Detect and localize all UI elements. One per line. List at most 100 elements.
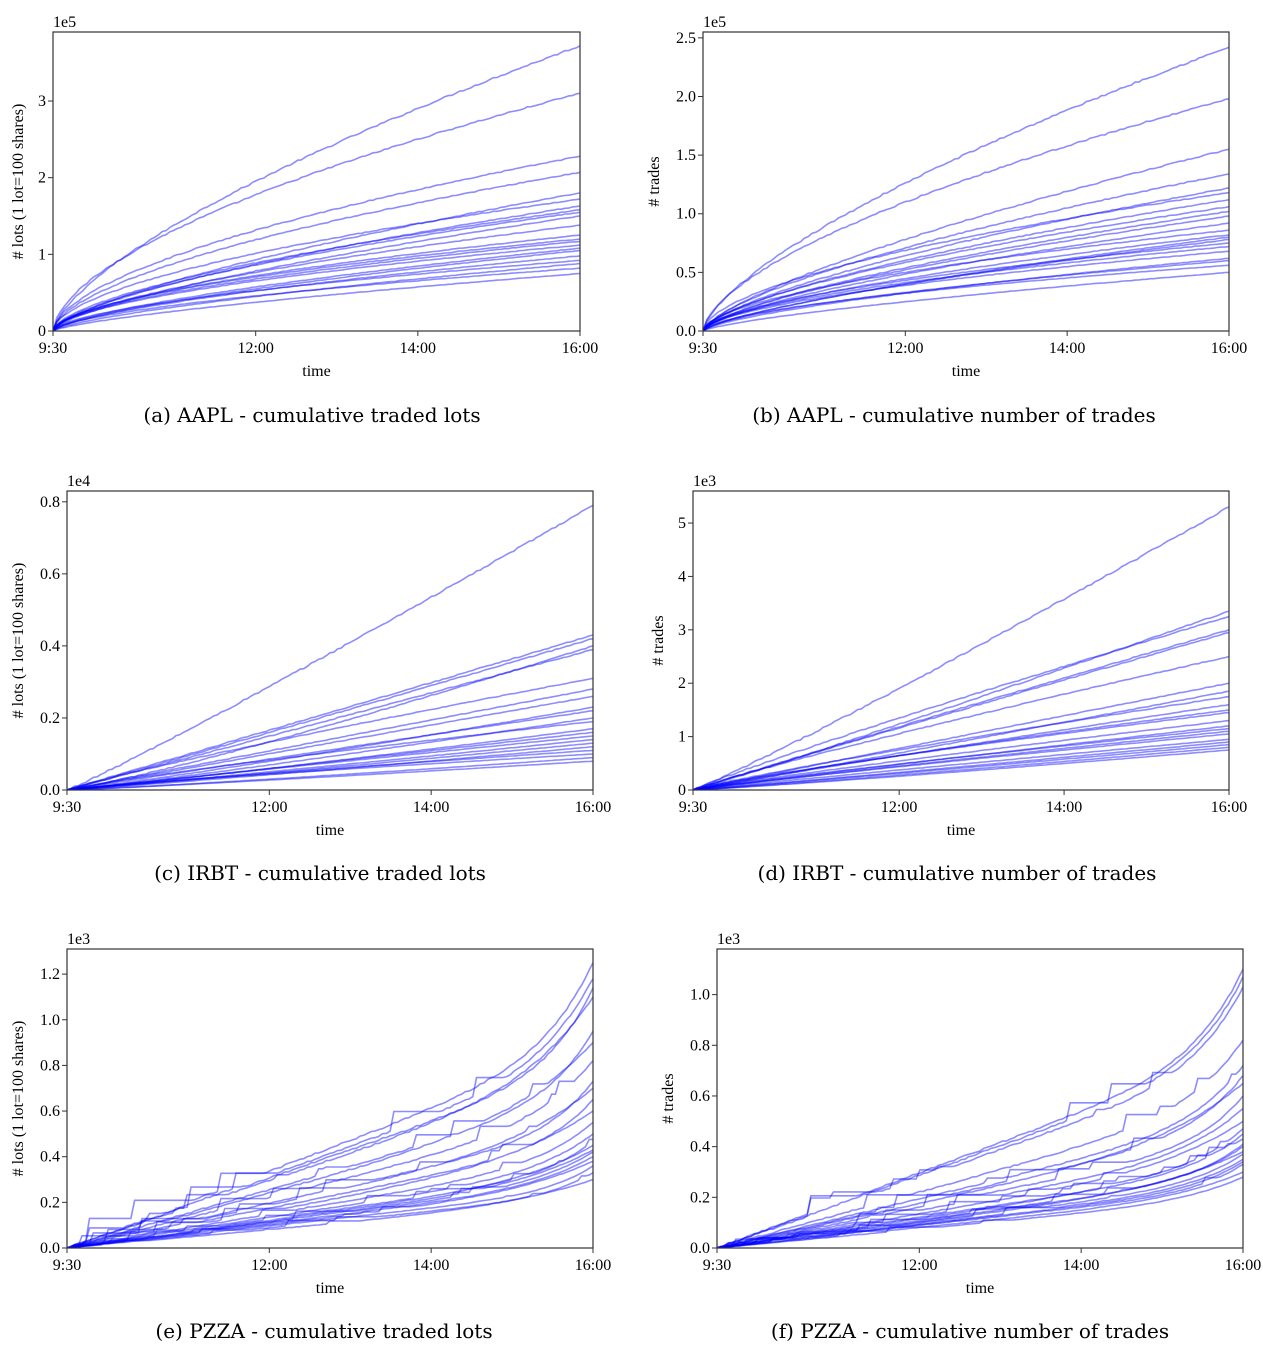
- series-line-12: [703, 229, 1229, 331]
- series-line-22: [67, 1178, 593, 1248]
- series-line-19: [67, 749, 593, 790]
- y-tick-label: 3: [678, 622, 686, 639]
- series-line-11: [67, 717, 593, 790]
- x-tick-label: 16:00: [1225, 1257, 1261, 1274]
- series-line-22: [67, 760, 593, 790]
- series-line-14: [67, 1138, 593, 1248]
- series-line-17: [693, 733, 1229, 790]
- series-line-14: [703, 236, 1229, 331]
- series-line-3: [53, 155, 580, 331]
- series-line-5: [67, 1030, 593, 1248]
- plot-frame: [52, 31, 581, 332]
- series-line-1: [67, 504, 593, 790]
- series-line-6: [717, 1075, 1243, 1248]
- y-tick-label: 0.0: [40, 1240, 60, 1257]
- series-line-15: [53, 244, 580, 331]
- y-tick-label: 2.5: [676, 30, 696, 47]
- panel-b: 9:30 12:00 14:00 16:00 0.0 0.5 1.0 1.5 2.0 2.5 1e5…: [646, 14, 1247, 427]
- series-line-17: [53, 249, 580, 331]
- series-line-12: [717, 1133, 1243, 1248]
- series-line-18: [67, 1155, 593, 1248]
- series-line-17: [703, 245, 1229, 331]
- y-tick-label: 1.2: [40, 966, 60, 983]
- x-axis-label: time: [302, 363, 330, 380]
- series-line-7: [693, 682, 1229, 790]
- series-line-12: [53, 234, 580, 331]
- series-line-4: [67, 645, 593, 790]
- panel-e: 9:30 12:00 14:00 16:00 0.0 0.2 0.4 0.6 0.8 1.0 1.2…: [10, 931, 611, 1343]
- series-line-22: [693, 749, 1229, 790]
- y-tick-label: 0.5: [676, 264, 696, 281]
- series-line-9: [53, 211, 580, 331]
- panel-caption: (b) AAPL - cumulative number of trades: [752, 403, 1156, 427]
- panel-f: 9:30 12:00 14:00 16:00 0.0 0.2 0.4 0.6 0.8 1.0 1e3…: [660, 931, 1261, 1343]
- x-tick-label: 14:00: [400, 340, 436, 357]
- series-line-8: [693, 690, 1229, 790]
- series-line-2: [53, 92, 580, 331]
- series-line-16: [693, 730, 1229, 790]
- series-line-15: [693, 727, 1229, 790]
- series-line-12: [67, 1121, 593, 1248]
- series-line-10: [703, 215, 1229, 331]
- series-line-19: [717, 1161, 1243, 1248]
- series-line-11: [693, 709, 1229, 790]
- x-tick-label: 9:30: [679, 799, 707, 816]
- x-axis-label: time: [316, 822, 344, 839]
- series-line-3: [717, 986, 1243, 1248]
- plot-frame: [66, 948, 594, 1249]
- x-tick-label: 12:00: [251, 1257, 287, 1274]
- series-line-9: [67, 1087, 593, 1248]
- series-line-10: [67, 709, 593, 790]
- y-axis-label: # trades: [646, 156, 663, 206]
- y-tick-label: 0.6: [690, 1088, 710, 1105]
- series-line-9: [717, 1107, 1243, 1248]
- series-line-2: [693, 610, 1229, 790]
- series-line-21: [67, 1172, 593, 1248]
- series-line-6: [693, 655, 1229, 790]
- panel-a: 9:30 12:00 14:00 16:00 0 1 2 3 1e5 time # lots (1 …: [10, 14, 598, 427]
- series-line-13: [703, 234, 1229, 331]
- series-line-11: [717, 1128, 1243, 1248]
- x-tick-label: 12:00: [251, 799, 287, 816]
- x-tick-label: 14:00: [413, 1257, 449, 1274]
- series-line-10: [67, 1099, 593, 1248]
- y-axis-label: # trades: [650, 615, 667, 665]
- y-tick-label: 0.6: [40, 1103, 60, 1120]
- series-line-16: [53, 247, 580, 331]
- series-line-20: [67, 753, 593, 790]
- y-tick-label: 0.4: [40, 638, 60, 655]
- series-group: [717, 968, 1243, 1248]
- series-line-8: [703, 205, 1229, 331]
- series-line-8: [67, 1080, 593, 1248]
- series-line-5: [53, 192, 580, 331]
- y-tick-label: 0.0: [690, 1240, 710, 1257]
- series-line-14: [53, 240, 580, 331]
- panel-d: 9:30 12:00 14:00 16:00 0 1 2 3 4 5 1e3 time # trades…: [650, 473, 1247, 885]
- series-line-4: [67, 996, 593, 1248]
- series-group: [703, 46, 1229, 331]
- series-line-18: [53, 255, 580, 331]
- x-tick-label: 16:00: [575, 799, 611, 816]
- x-tick-label: 9:30: [53, 799, 81, 816]
- y-axis-label: # lots (1 lot=100 shares): [10, 563, 27, 719]
- y-tick-label: 0.4: [690, 1139, 710, 1156]
- series-line-21: [67, 756, 593, 790]
- y-tick-label: 2.0: [676, 88, 696, 105]
- series-line-22: [717, 1176, 1243, 1248]
- plot-frame: [692, 490, 1230, 791]
- y-tick-label: 0.6: [40, 566, 60, 583]
- series-line-9: [693, 695, 1229, 790]
- series-line-2: [703, 98, 1229, 331]
- series-line-16: [67, 738, 593, 790]
- series-line-13: [717, 1138, 1243, 1248]
- axis-offset-label: 1e3: [67, 931, 90, 948]
- y-tick-label: 5: [678, 515, 686, 532]
- series-line-7: [717, 1082, 1243, 1248]
- series-line-7: [67, 1060, 593, 1248]
- x-axis-label: time: [952, 363, 980, 380]
- y-tick-label: 0.8: [40, 1057, 60, 1074]
- series-line-8: [717, 1095, 1243, 1248]
- x-tick-label: 16:00: [575, 1257, 611, 1274]
- series-line-14: [693, 725, 1229, 790]
- series-line-10: [53, 215, 580, 331]
